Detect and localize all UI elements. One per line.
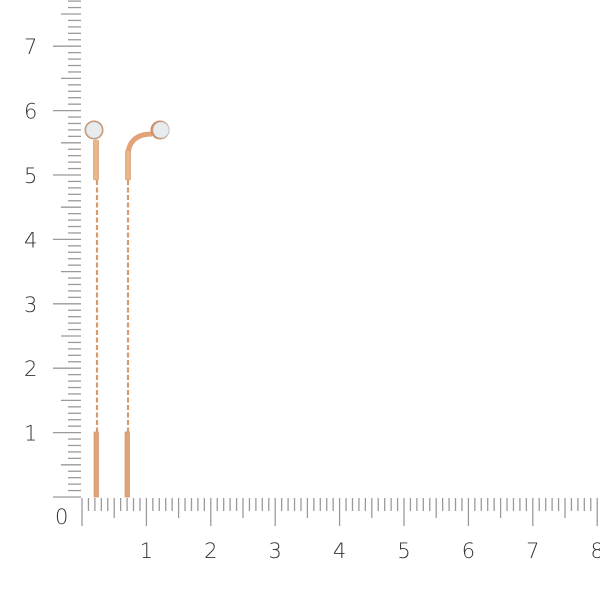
vertical-label: 6 bbox=[24, 100, 37, 124]
bar-drop bbox=[93, 431, 99, 498]
horizontal-label: 3 bbox=[269, 539, 282, 563]
origin-label: 0 bbox=[55, 505, 68, 529]
vertical-label: 7 bbox=[24, 35, 37, 59]
horizontal-label: 7 bbox=[526, 539, 539, 563]
vertical-label: 5 bbox=[24, 164, 37, 188]
horizontal-ruler bbox=[81, 498, 598, 526]
horizontal-label: 8 bbox=[591, 539, 600, 563]
diamond-stone bbox=[85, 121, 103, 139]
vertical-label: 1 bbox=[24, 422, 37, 446]
horizontal-label: 4 bbox=[333, 539, 346, 563]
vertical-ruler bbox=[53, 0, 81, 498]
left-earring bbox=[84, 120, 104, 498]
vertical-label: 4 bbox=[24, 228, 37, 252]
post-tube bbox=[125, 149, 131, 181]
horizontal-label: 1 bbox=[140, 539, 153, 563]
vertical-label: 3 bbox=[24, 293, 37, 317]
bar-drop bbox=[124, 431, 130, 498]
horizontal-label: 5 bbox=[397, 539, 410, 563]
horizontal-label: 2 bbox=[204, 539, 217, 563]
diamond-stone bbox=[152, 121, 170, 139]
right-earring bbox=[124, 120, 170, 498]
post-tube bbox=[93, 139, 99, 181]
horizontal-label: 6 bbox=[462, 539, 475, 563]
vertical-label: 2 bbox=[24, 357, 37, 381]
hook-post bbox=[125, 131, 153, 180]
